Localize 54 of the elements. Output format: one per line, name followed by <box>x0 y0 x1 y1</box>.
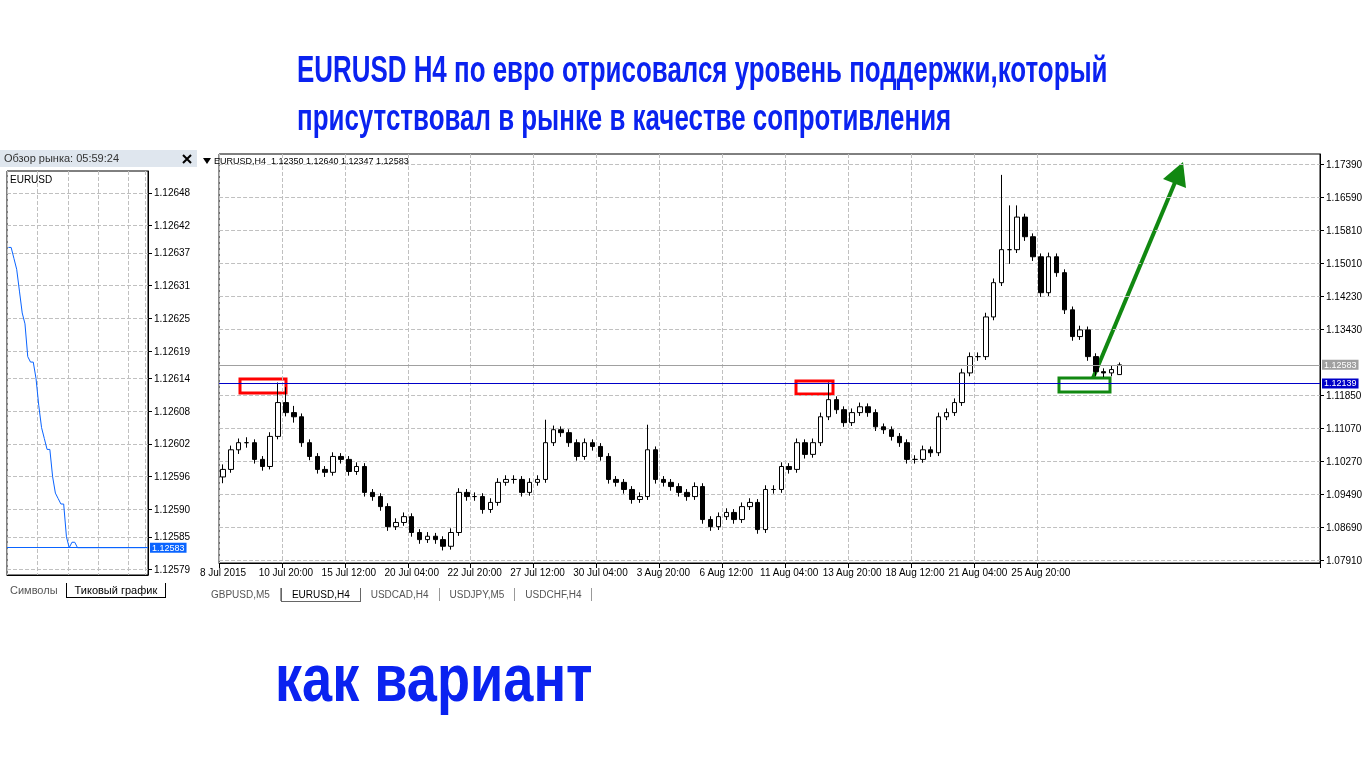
text: EURUSD,H4 <box>280 588 361 602</box>
y-tick-label: 1.16590 <box>1326 191 1363 203</box>
chart-title: EURUSD H4 по евро отрисовался уровень поддержки,который присутствовал в рынке в качестве сопротивления <box>297 48 1109 140</box>
chart-subtitle: EURUSD <box>10 174 53 185</box>
y-tick-label: 1.10270 <box>1326 455 1363 467</box>
y-tick-label: 1.17390 <box>1326 158 1363 170</box>
y-tick-label: 1.13430 <box>1326 323 1363 335</box>
text: как вариант <box>275 640 593 716</box>
text: USDCHF,H4 <box>515 588 593 601</box>
ref-line-label: 1.12583 <box>152 542 185 553</box>
ref-line-label: 1.12583 <box>1324 359 1357 370</box>
x-tick-label: 11 Aug 04:00 <box>760 566 819 578</box>
text: GBPUSD,M5 <box>201 588 281 601</box>
y-tick-label: 1.11850 <box>1326 389 1362 401</box>
y-tick-label: 1.12625 <box>154 312 191 324</box>
y-tick-label: 1.12585 <box>154 531 191 543</box>
x-tick-label: 15 Jul 12:00 <box>321 566 377 578</box>
x-tick-label: 6 Aug 12:00 <box>699 566 754 578</box>
text: USDCAD,H4 <box>360 588 440 601</box>
chart-subtitle: EURUSD,H4 1.12350 1.12640 1.12347 1.12583 <box>214 156 409 166</box>
x-tick-label: 3 Aug 20:00 <box>636 566 691 578</box>
y-tick-label: 1.12602 <box>154 438 191 450</box>
y-tick-label: 1.12631 <box>154 280 191 292</box>
y-tick-label: 1.08690 <box>1326 521 1363 533</box>
text: Символы <box>9 583 59 597</box>
x-tick-label: 20 Jul 04:00 <box>384 566 440 578</box>
text: Тиковый график <box>65 583 167 598</box>
x-tick-label: 21 Aug 04:00 <box>948 566 1008 578</box>
x-tick-label: 30 Jul 04:00 <box>573 566 629 578</box>
y-tick-label: 1.11070 <box>1326 422 1362 434</box>
x-tick-label: 10 Jul 20:00 <box>258 566 314 578</box>
x-tick-label: 13 Aug 20:00 <box>822 566 883 578</box>
text: USDJPY,M5 <box>439 588 516 601</box>
y-tick-label: 1.15010 <box>1326 257 1363 269</box>
y-tick-label: 1.12619 <box>154 345 191 357</box>
x-tick-label: 25 Aug 20:00 <box>1011 566 1071 578</box>
y-tick-label: 1.12579 <box>154 564 191 576</box>
y-tick-label: 1.14230 <box>1326 290 1363 302</box>
x-tick-label: 18 Aug 12:00 <box>885 566 945 578</box>
x-tick-label: 22 Jul 20:00 <box>447 566 503 578</box>
y-tick-label: 1.12590 <box>154 503 191 515</box>
y-tick-label: 1.09490 <box>1326 488 1363 500</box>
y-tick-label: 1.12642 <box>154 220 191 232</box>
x-tick-label: 8 Jul 2015 <box>199 566 247 578</box>
ref-line-label: 1.12139 <box>1324 378 1357 389</box>
x-tick-label: 27 Jul 12:00 <box>510 566 566 578</box>
y-tick-label: 1.07910 <box>1326 554 1363 566</box>
y-tick-label: 1.12637 <box>154 247 191 259</box>
y-tick-label: 1.12614 <box>154 372 191 384</box>
y-tick-label: 1.12596 <box>154 471 191 483</box>
y-tick-label: 1.12608 <box>154 405 191 417</box>
y-tick-label: 1.15810 <box>1326 224 1363 236</box>
y-tick-label: 1.12648 <box>154 187 191 199</box>
chart-title: Обзор рынка: 05:59:24 <box>4 152 120 164</box>
